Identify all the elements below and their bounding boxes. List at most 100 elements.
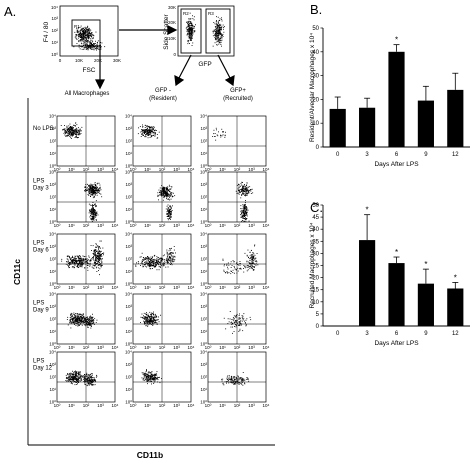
- facs-ytick: 10⁰: [49, 220, 56, 225]
- column-header-resident-2: (Resident): [149, 96, 177, 102]
- x-axis-title: Days After LPS: [374, 161, 419, 168]
- facs-xtick: 10¹: [144, 223, 151, 228]
- column-header-resident-1: GFP -: [155, 88, 171, 94]
- x-tick-label: 6: [395, 331, 399, 337]
- facs-xtick: 10³: [173, 403, 180, 408]
- facs-xtick: 10²: [83, 167, 90, 172]
- facs-xtick: 10²: [159, 223, 166, 228]
- x-tick-label: 3: [365, 152, 369, 158]
- facs-ytick: 10³: [125, 304, 132, 309]
- facs-xtick: 10⁰: [130, 345, 137, 350]
- facs-xtick: 10²: [234, 403, 241, 408]
- facs-xtick: 10³: [97, 223, 104, 228]
- bar: [388, 263, 405, 326]
- facs-xtick: 10⁴: [263, 285, 270, 290]
- facs-ytick: 10⁰: [125, 400, 132, 405]
- facs-ytick: 10³: [49, 304, 56, 309]
- facs-ytick: 10³: [125, 182, 132, 187]
- y-axis-title: Resident/Alveolar Macrophages x 10⁴: [309, 33, 316, 142]
- y-tick-label: 5: [316, 312, 320, 318]
- facs-ytick: 10⁴: [125, 170, 132, 175]
- facs-xtick: 10¹: [219, 167, 226, 172]
- significance-marker: *: [366, 206, 369, 215]
- x-tick-label: 9: [424, 152, 428, 158]
- y-tick-label: 45: [312, 215, 319, 221]
- facs-xtick: 10³: [97, 345, 104, 350]
- x-axis-title: Days After LPS: [374, 340, 419, 347]
- facs-xtick: 10⁴: [263, 345, 270, 350]
- facs-ytick: 10⁰: [200, 220, 207, 225]
- gating-ylabel-2: Side Scatter: [163, 13, 170, 49]
- facs-ytick: 10⁰: [49, 282, 56, 287]
- facs-ytick: 10²: [125, 195, 132, 200]
- facs-ytick: 10²: [200, 195, 207, 200]
- facs-ytick: 10⁴: [125, 232, 132, 237]
- facs-ytick: 10¹: [200, 269, 207, 274]
- facs-xtick: 10⁴: [188, 345, 195, 350]
- facs-ytick: 10³: [200, 362, 207, 367]
- facs-xtick: 10³: [248, 223, 255, 228]
- gating-plot-2: R2 R3 Side Scatter GFP 0 10K 20K 30K: [163, 5, 235, 68]
- facs-xtick: 10³: [173, 345, 180, 350]
- facs-xtick: 10³: [248, 285, 255, 290]
- y-tick-label: 0: [316, 324, 320, 330]
- facs-row-label: LPS: [33, 301, 44, 307]
- facs-xtick: 10¹: [144, 345, 151, 350]
- facs-ytick: 10⁴: [125, 292, 132, 297]
- facs-xtick: 10⁴: [188, 223, 195, 228]
- facs-xtick: 10²: [159, 403, 166, 408]
- facs-row-label: Day 6: [33, 248, 49, 254]
- facs-xtick: 10¹: [219, 403, 226, 408]
- facs-xtick: 10²: [234, 345, 241, 350]
- facs-ytick: 10²: [200, 317, 207, 322]
- bar: [447, 89, 464, 147]
- facs-xtick: 10³: [248, 167, 255, 172]
- x-tick-label: 0: [336, 331, 340, 337]
- facs-xtick: 10²: [83, 403, 90, 408]
- facs-xtick: 10¹: [68, 167, 75, 172]
- facs-row-label: LPS: [33, 179, 44, 185]
- facs-ytick: 10¹: [200, 207, 207, 212]
- facs-xtick: 10⁴: [112, 345, 119, 350]
- y-tick-label: 20: [312, 97, 319, 103]
- facs-ytick: 10⁰: [125, 220, 132, 225]
- facs-ytick: 10⁴: [200, 350, 207, 355]
- facs-ytick: 10³: [49, 182, 56, 187]
- gating-ylabel-1: F4 / 80: [43, 21, 50, 42]
- facs-ytick: 10⁴: [49, 292, 56, 297]
- facs-xtick: 10¹: [144, 403, 151, 408]
- facs-row-label: Day 9: [33, 308, 49, 314]
- facs-ytick: 10¹: [49, 207, 56, 212]
- facs-row-label: No LPS: [33, 126, 54, 132]
- facs-xtick: 10⁰: [130, 403, 137, 408]
- facs-xtick: 10⁰: [130, 223, 137, 228]
- facs-xtick: 10⁴: [188, 403, 195, 408]
- facs-xtick: 10⁰: [54, 403, 61, 408]
- facs-ytick: 10³: [125, 362, 132, 367]
- facs-xtick: 10⁴: [112, 223, 119, 228]
- panel-label-c: C.: [310, 200, 323, 215]
- gating2-ytick-4: 30K: [168, 5, 176, 10]
- gating2-ytick-2: 10K: [168, 36, 176, 41]
- gating-ytick-5: 10⁴: [51, 5, 58, 10]
- facs-ytick: 10⁴: [200, 232, 207, 237]
- gate-r3-label: R3: [208, 11, 214, 16]
- gating-ytick-3: 10²: [51, 28, 58, 33]
- facs-ytick: 10⁰: [125, 282, 132, 287]
- column-header-recruited-1: GFP+: [230, 88, 246, 94]
- facs-xtick: 10⁴: [263, 403, 270, 408]
- facs-xtick: 10³: [173, 223, 180, 228]
- y-tick-label: 35: [312, 239, 319, 245]
